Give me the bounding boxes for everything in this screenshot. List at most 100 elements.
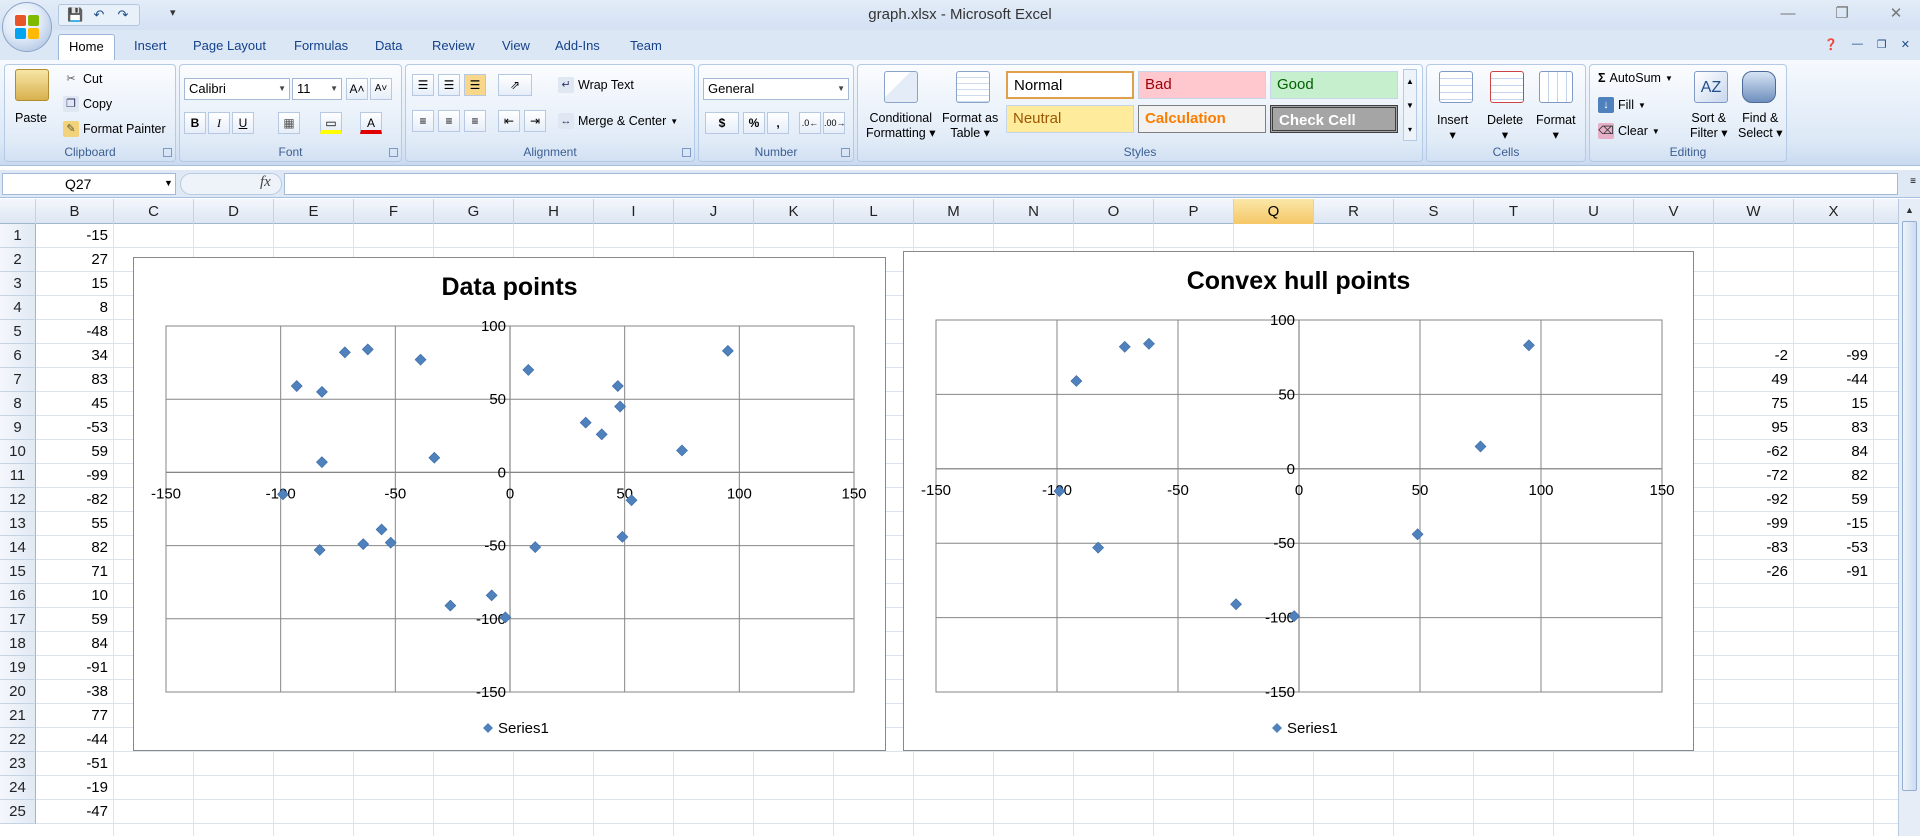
align-bottom-icon[interactable]: ☰ [464,74,486,96]
italic-button[interactable]: I [208,112,230,134]
cell-b[interactable]: 82 [91,539,108,556]
cell-x[interactable]: -44 [1846,371,1868,388]
cell-x[interactable]: -91 [1846,563,1868,580]
column-header[interactable]: W [1714,199,1794,224]
chevron-down-icon[interactable]: ▼ [164,178,173,188]
column-header[interactable]: B [36,199,114,224]
row-header[interactable]: 20 [0,680,36,704]
row-header[interactable]: 3 [0,272,36,296]
help-icon[interactable]: ❓ [1824,39,1838,51]
column-header[interactable]: X [1794,199,1874,224]
column-header[interactable]: R [1314,199,1394,224]
column-header[interactable]: T [1474,199,1554,224]
cell-x[interactable]: -99 [1846,347,1868,364]
cell-b[interactable]: -47 [86,803,108,820]
style-bad[interactable]: Bad [1138,71,1266,99]
cell-b[interactable]: 55 [91,515,108,532]
align-right-icon[interactable]: ≡ [464,110,486,132]
customize-toolbar-icon[interactable]: ▾ [170,7,176,19]
decrease-indent-icon[interactable]: ⇤ [498,110,520,132]
row-header[interactable]: 9 [0,416,36,440]
tab-formulas[interactable]: Formulas [294,38,349,53]
cell-b[interactable]: 45 [91,395,108,412]
convex-hull-chart[interactable]: Convex hull points -150 -100 -50 0 50 100 150 1… [903,251,1694,751]
underline-button[interactable]: U [232,112,254,134]
grow-font-button[interactable]: A˄ [346,78,368,100]
cell-x[interactable]: 84 [1851,443,1868,460]
column-header[interactable]: O [1074,199,1154,224]
row-header[interactable]: 1 [0,224,36,248]
cell-b[interactable]: 59 [91,443,108,460]
bold-button[interactable]: B [184,112,206,134]
formula-input[interactable] [284,173,1898,195]
row-header[interactable]: 11 [0,464,36,488]
cell-w[interactable]: 49 [1771,371,1788,388]
column-header[interactable]: I [594,199,674,224]
expand-formula-bar-icon[interactable]: ≡ [1910,176,1916,187]
cell-w[interactable]: 95 [1771,419,1788,436]
style-neutral[interactable]: Neutral [1006,105,1134,133]
style-good[interactable]: Good [1270,71,1398,99]
cell-b[interactable]: -15 [86,227,108,244]
tab-page-layout[interactable]: Page Layout [193,38,267,53]
insert-cells-icon[interactable] [1439,71,1473,103]
wrap-text-button[interactable]: ↵ Wrap Text [558,77,634,93]
delete-cells-button[interactable]: Delete ▾ [1487,113,1524,142]
cell-b[interactable]: -19 [86,779,108,796]
sort-filter-button[interactable]: Sort & Filter ▾ [1690,111,1728,140]
tab-review[interactable]: Review [432,38,475,53]
tab-team[interactable]: Team [630,38,662,53]
conditional-formatting-icon[interactable] [884,71,918,103]
style-calculation[interactable]: Calculation [1138,105,1266,133]
row-header[interactable]: 21 [0,704,36,728]
cell-b[interactable]: 84 [91,635,108,652]
row-header[interactable]: 16 [0,584,36,608]
tab-add-ins[interactable]: Add-Ins [555,38,600,53]
row-header[interactable]: 22 [0,728,36,752]
column-header[interactable]: J [674,199,754,224]
row-header[interactable]: 14 [0,536,36,560]
row-header[interactable]: 2 [0,248,36,272]
row-header[interactable]: 15 [0,560,36,584]
column-header[interactable]: Q [1234,199,1314,224]
tab-home[interactable]: Home [58,34,115,60]
cell-w[interactable]: -83 [1766,539,1788,556]
format-cells-button[interactable]: Format ▾ [1536,113,1576,142]
percent-button[interactable]: % [743,112,765,134]
orientation-icon[interactable]: ⇗ [498,74,532,96]
save-icon[interactable]: 💾 [67,7,84,22]
column-header[interactable]: S [1394,199,1474,224]
column-header[interactable]: G [434,199,514,224]
merge-center-button[interactable]: ↔ Merge & Center ▼ [558,113,678,129]
row-header[interactable]: 4 [0,296,36,320]
autosum-button[interactable]: Σ AutoSum ▼ [1598,71,1673,85]
cell-b[interactable]: 77 [91,707,108,724]
row-header[interactable]: 24 [0,776,36,800]
shrink-font-button[interactable]: A˅ [370,78,392,100]
cell-w[interactable]: 75 [1771,395,1788,412]
currency-button[interactable]: $ [705,112,739,134]
comma-button[interactable]: , [767,112,789,134]
workbook-restore-icon[interactable]: ❐ [1876,39,1887,51]
paste-icon[interactable] [15,69,49,101]
insert-function-icon[interactable]: fx [260,174,271,190]
sort-filter-icon[interactable]: AZ [1694,71,1728,103]
cell-b[interactable]: 59 [91,611,108,628]
tab-insert[interactable]: Insert [134,38,167,53]
cut-button[interactable]: ✂ Cut [63,71,102,87]
align-left-icon[interactable]: ≡ [412,110,434,132]
font-launcher-icon[interactable] [389,148,398,157]
scrollbar-thumb[interactable] [1902,221,1917,791]
cell-b[interactable]: 83 [91,371,108,388]
row-header[interactable]: 6 [0,344,36,368]
cell-b[interactable]: 15 [91,275,108,292]
style-check-cell[interactable]: Check Cell [1270,105,1398,133]
tab-data[interactable]: Data [375,38,403,53]
font-color-icon[interactable]: A [360,112,382,134]
row-header[interactable]: 12 [0,488,36,512]
column-header[interactable]: P [1154,199,1234,224]
column-header[interactable]: N [994,199,1074,224]
cell-x[interactable]: -15 [1846,515,1868,532]
delete-cells-icon[interactable] [1490,71,1524,103]
cell-b[interactable]: 8 [99,299,108,316]
